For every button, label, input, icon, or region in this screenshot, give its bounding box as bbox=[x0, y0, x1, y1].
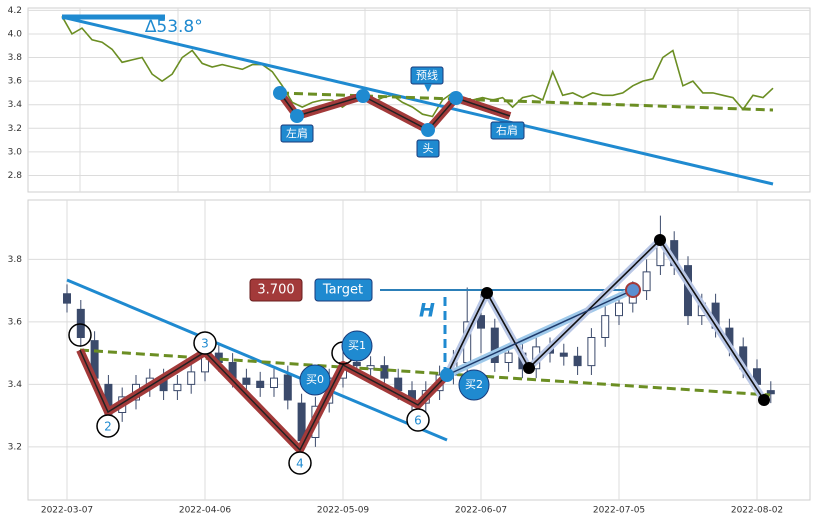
candle-body bbox=[256, 380, 265, 388]
pivot bbox=[356, 89, 370, 103]
y-tick-label: 4.2 bbox=[8, 6, 22, 16]
candle-body bbox=[642, 271, 651, 292]
target-box bbox=[314, 278, 373, 302]
buy-label: 买1 bbox=[348, 339, 366, 352]
y-tick-label: 3.8 bbox=[8, 255, 23, 265]
pivot bbox=[523, 362, 535, 374]
y-tick-label: 2.8 bbox=[8, 171, 23, 181]
bottom-panel bbox=[27, 199, 811, 501]
pivot bbox=[440, 368, 454, 382]
y-tick-label: 3.4 bbox=[8, 380, 23, 390]
y-tick-label: 4.0 bbox=[8, 29, 23, 39]
y-tick-label: 3.2 bbox=[8, 442, 22, 452]
candle-body bbox=[173, 383, 182, 392]
x-tick-label: 2022-06-07 bbox=[455, 506, 507, 516]
top-overlays: ∆53.8° 预线 左肩 头 右肩 bbox=[61, 14, 774, 186]
wave-label: 2 bbox=[104, 420, 112, 434]
pointer bbox=[424, 84, 432, 92]
candle-body bbox=[63, 293, 71, 304]
candle-body bbox=[187, 371, 196, 385]
candle-body bbox=[559, 352, 568, 357]
price-label: 3.700 bbox=[257, 283, 294, 298]
x-tick-label: 2022-04-06 bbox=[179, 506, 232, 516]
wave-label: 6 bbox=[414, 414, 422, 428]
wave-circle bbox=[193, 331, 217, 355]
label-box bbox=[490, 121, 525, 140]
pivot bbox=[758, 394, 770, 406]
x-tick-label: 2022-03-07 bbox=[41, 506, 93, 516]
pivot bbox=[481, 287, 493, 299]
buy-circle bbox=[458, 369, 490, 401]
pivot bbox=[449, 91, 463, 105]
bottom-overlays: H 3.700 Target 2 3 4 6 买0 买1 买2 bbox=[66, 234, 771, 475]
neck-label: 预线 bbox=[416, 68, 438, 82]
neckline bbox=[279, 91, 774, 112]
candle-body bbox=[504, 352, 513, 363]
label-box bbox=[280, 124, 314, 143]
data-layer: 4.2 4.0 3.8 3.6 3.4 3.2 3.0 2.8 3.2 3.4 3.6 3.8 2022… bbox=[8, 6, 810, 516]
candle-body bbox=[573, 355, 582, 367]
pivot bbox=[421, 123, 435, 137]
wave-label: 4 bbox=[296, 457, 304, 471]
price-box bbox=[249, 278, 303, 302]
wave-circle bbox=[68, 323, 92, 347]
buy-label: 买0 bbox=[306, 373, 324, 386]
head: 头 bbox=[423, 142, 434, 155]
candle-body bbox=[601, 315, 610, 338]
right-shoulder: 右肩 bbox=[496, 123, 518, 137]
candle-body bbox=[766, 390, 775, 395]
candle-body bbox=[283, 374, 292, 401]
y-tick-label: 3.4 bbox=[8, 100, 23, 110]
x-tick-label: 2022-08-02 bbox=[731, 506, 783, 516]
buy-circle bbox=[341, 330, 373, 362]
x-tick-label: 2022-07-05 bbox=[593, 506, 645, 516]
candle-body bbox=[615, 302, 623, 317]
y-tick-label: 3.2 bbox=[8, 124, 22, 134]
target-label: Target bbox=[322, 283, 363, 298]
trend-line bbox=[61, 15, 774, 186]
pivot bbox=[290, 109, 304, 123]
target-point bbox=[625, 282, 641, 298]
wave-circle bbox=[406, 408, 430, 432]
buy-circle bbox=[299, 364, 331, 396]
breakout-line bbox=[446, 289, 634, 376]
candle-body bbox=[242, 377, 251, 385]
angle-label: ∆53.8° bbox=[144, 17, 203, 37]
candle-body bbox=[352, 362, 361, 367]
candle-body bbox=[477, 315, 485, 329]
trend-line bbox=[66, 278, 448, 442]
height-label: H bbox=[419, 300, 435, 322]
y-tick-label: 3.8 bbox=[8, 53, 23, 63]
wave-circle bbox=[288, 451, 312, 475]
y-tick-label: 3.0 bbox=[8, 147, 23, 157]
candle-body bbox=[270, 377, 278, 388]
x-tick-label: 2022-05-09 bbox=[317, 506, 370, 516]
left-shoulder: 左肩 bbox=[286, 126, 308, 140]
y-tick-label: 3.6 bbox=[8, 317, 23, 327]
wave-circle bbox=[96, 414, 120, 438]
label-box bbox=[416, 139, 440, 158]
candle-body bbox=[587, 337, 596, 367]
y-tick-label: 3.6 bbox=[8, 77, 23, 87]
buy-label: 买2 bbox=[465, 378, 483, 391]
candle-body bbox=[366, 365, 375, 370]
top-vgrid bbox=[79, 8, 739, 192]
price-line bbox=[61, 15, 774, 118]
candle-body bbox=[380, 365, 389, 379]
wave-zigzag-inner bbox=[79, 349, 448, 452]
pivot bbox=[654, 234, 666, 246]
wave-label: 3 bbox=[201, 337, 209, 351]
pivot bbox=[273, 86, 287, 100]
candle-body bbox=[490, 327, 499, 363]
